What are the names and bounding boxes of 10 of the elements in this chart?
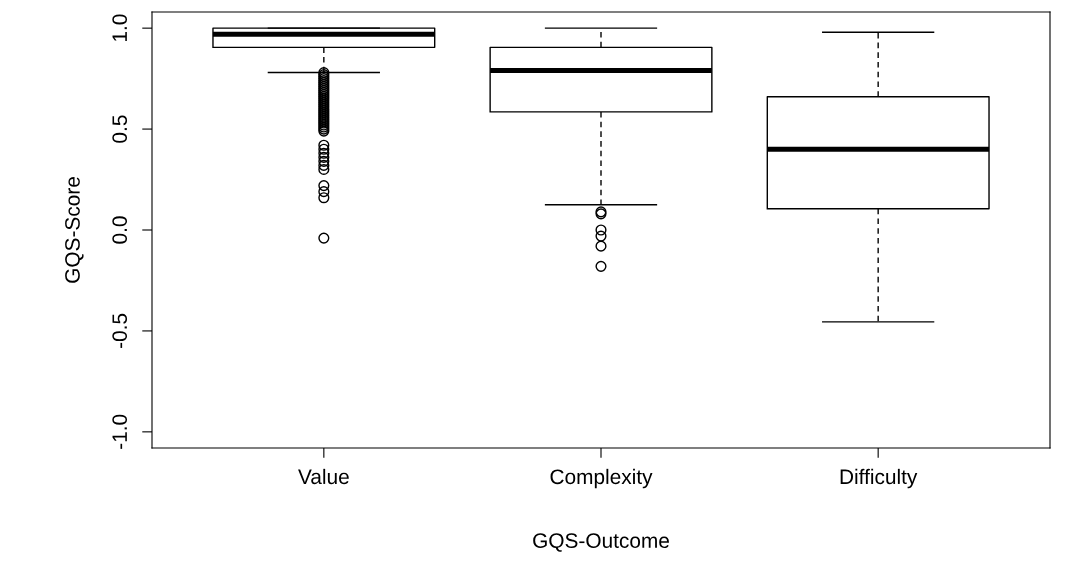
x-tick-label: Difficulty [840, 468, 918, 489]
x-tick-label: Value [298, 468, 349, 485]
y-tick-label: -0.5 [112, 313, 128, 348]
x-axis-title: GQS-Outcome [533, 533, 669, 552]
y-axis-title: GQS-Score [65, 177, 84, 283]
y-tick-label: -1.0 [112, 414, 128, 449]
y-tick-label: 1.0 [112, 14, 128, 42]
y-tick-label: 0.0 [112, 216, 128, 244]
y-tick-label: 0.5 [112, 115, 128, 143]
x-tick-label: Complexity [550, 468, 653, 489]
